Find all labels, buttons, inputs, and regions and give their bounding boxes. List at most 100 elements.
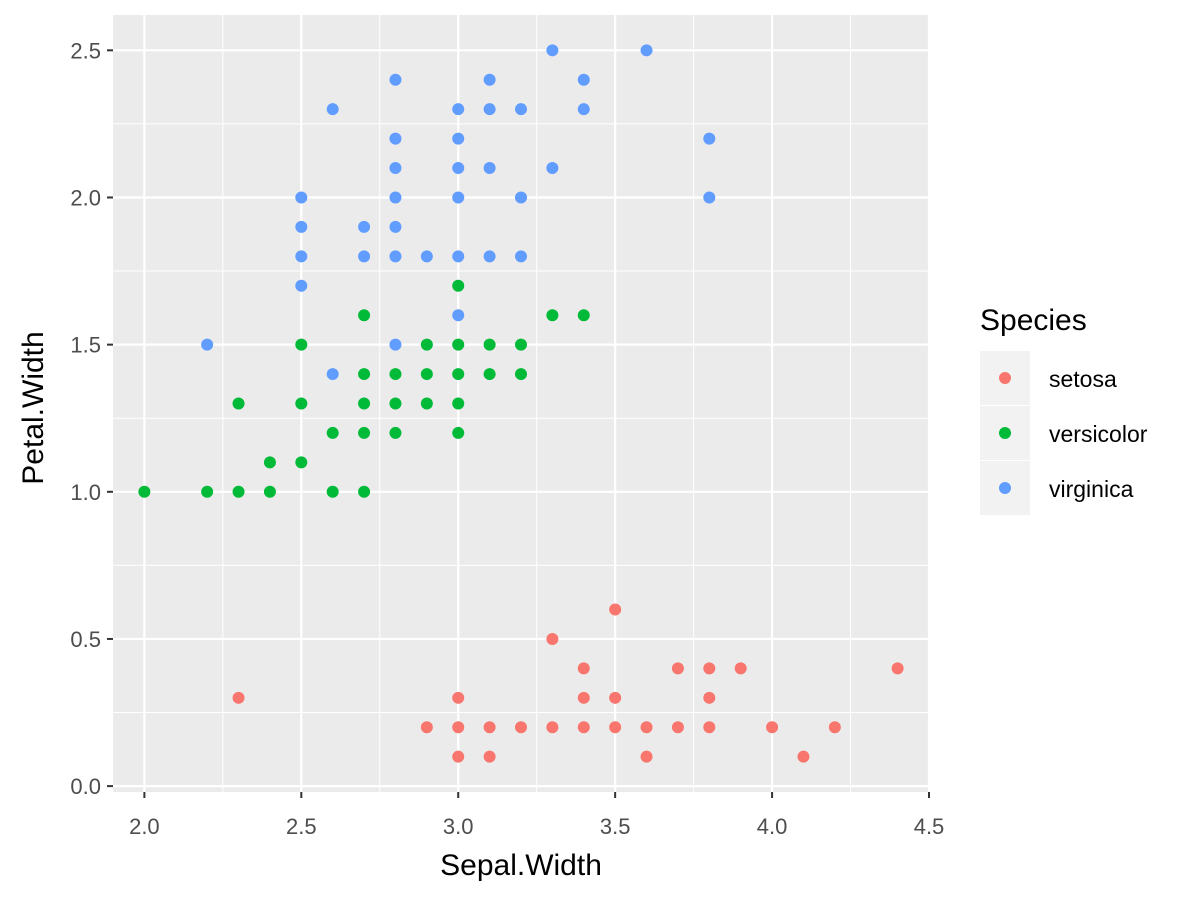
data-point-setosa [609, 603, 622, 616]
data-point-setosa [891, 662, 904, 675]
x-tick-label: 2.0 [129, 814, 160, 839]
legend-title: Species [980, 304, 1087, 337]
data-point-virginica [326, 103, 339, 116]
data-point-setosa [703, 691, 716, 704]
data-point-setosa [609, 721, 622, 734]
x-tick-label: 4.0 [757, 814, 788, 839]
data-point-versicolor [326, 426, 339, 439]
data-point-versicolor [326, 485, 339, 498]
data-point-setosa [671, 721, 684, 734]
data-point-virginica [295, 279, 308, 292]
data-point-virginica [389, 162, 402, 175]
data-point-virginica [546, 162, 559, 175]
data-point-versicolor [201, 485, 214, 498]
data-point-setosa [609, 691, 622, 704]
data-point-virginica [577, 103, 590, 116]
data-point-virginica [295, 220, 308, 233]
data-point-virginica [295, 250, 308, 263]
legend-label-setosa: setosa [1049, 366, 1117, 392]
data-point-versicolor [358, 309, 371, 322]
data-points [138, 44, 904, 763]
data-point-setosa [483, 750, 496, 763]
data-point-virginica [389, 73, 402, 86]
data-point-virginica [452, 162, 465, 175]
data-point-setosa [577, 662, 590, 675]
data-point-virginica [577, 73, 590, 86]
data-point-versicolor [389, 426, 402, 439]
data-point-virginica [295, 191, 308, 204]
legend-marker-versicolor [999, 427, 1011, 439]
data-point-virginica [452, 132, 465, 145]
data-point-virginica [640, 44, 653, 57]
data-point-versicolor [577, 309, 590, 322]
data-point-versicolor [420, 397, 433, 410]
data-point-versicolor [452, 279, 465, 292]
y-tick-label: 1.5 [70, 333, 101, 358]
legend-label-versicolor: versicolor [1049, 421, 1148, 447]
minor-gridlines [113, 15, 929, 792]
data-point-virginica [483, 73, 496, 86]
data-point-versicolor [420, 338, 433, 351]
data-point-setosa [703, 662, 716, 675]
x-axis-title: Sepal.Width [440, 849, 602, 882]
data-point-versicolor [483, 338, 496, 351]
data-point-setosa [797, 750, 810, 763]
data-point-versicolor [232, 397, 245, 410]
y-tick-label: 1.0 [70, 480, 101, 505]
data-point-virginica [703, 191, 716, 204]
data-point-setosa [828, 721, 841, 734]
data-point-virginica [389, 338, 402, 351]
data-point-virginica [452, 191, 465, 204]
data-point-versicolor [358, 368, 371, 381]
data-point-versicolor [263, 456, 276, 469]
legend-label-virginica: virginica [1049, 476, 1134, 502]
x-tick-label: 2.5 [286, 814, 317, 839]
axis-ticks [107, 49, 930, 798]
data-point-versicolor [515, 368, 527, 381]
data-point-virginica [420, 250, 433, 263]
y-axis-tick-labels: 0.0 0.5 1.0 1.5 2.0 2.5 [70, 38, 101, 799]
data-point-versicolor [452, 338, 465, 351]
data-point-virginica [703, 132, 716, 145]
data-point-versicolor [420, 368, 433, 381]
data-point-versicolor [358, 485, 371, 498]
data-point-versicolor [295, 397, 308, 410]
plot-panel [113, 15, 929, 792]
data-point-setosa [515, 721, 527, 734]
data-point-setosa [546, 632, 559, 645]
x-tick-label: 3.5 [600, 814, 631, 839]
data-point-setosa [640, 750, 653, 763]
y-tick-label: 0.5 [70, 627, 101, 652]
data-point-virginica [452, 103, 465, 116]
data-point-virginica [358, 250, 371, 263]
data-point-virginica [483, 250, 496, 263]
data-point-virginica [483, 162, 496, 175]
data-point-setosa [483, 721, 496, 734]
data-point-versicolor [389, 397, 402, 410]
data-point-versicolor [452, 368, 465, 381]
data-point-versicolor [138, 485, 151, 498]
data-point-versicolor [232, 485, 245, 498]
data-point-virginica [515, 103, 527, 116]
data-point-setosa [452, 750, 465, 763]
data-point-versicolor [295, 456, 308, 469]
data-point-versicolor [546, 309, 559, 322]
data-point-virginica [515, 250, 527, 263]
data-point-versicolor [483, 368, 496, 381]
y-tick-label: 2.0 [70, 185, 101, 210]
data-point-virginica [358, 220, 371, 233]
data-point-versicolor [389, 368, 402, 381]
data-point-setosa [452, 691, 465, 704]
x-tick-label: 4.5 [914, 814, 945, 839]
data-point-versicolor [263, 485, 276, 498]
data-point-virginica [326, 368, 339, 381]
data-point-setosa [420, 721, 433, 734]
data-point-virginica [201, 338, 214, 351]
data-point-versicolor [358, 426, 371, 439]
x-tick-label: 3.0 [443, 814, 474, 839]
data-point-versicolor [452, 397, 465, 410]
data-point-versicolor [452, 426, 465, 439]
data-point-virginica [389, 132, 402, 145]
major-gridlines [113, 15, 931, 792]
